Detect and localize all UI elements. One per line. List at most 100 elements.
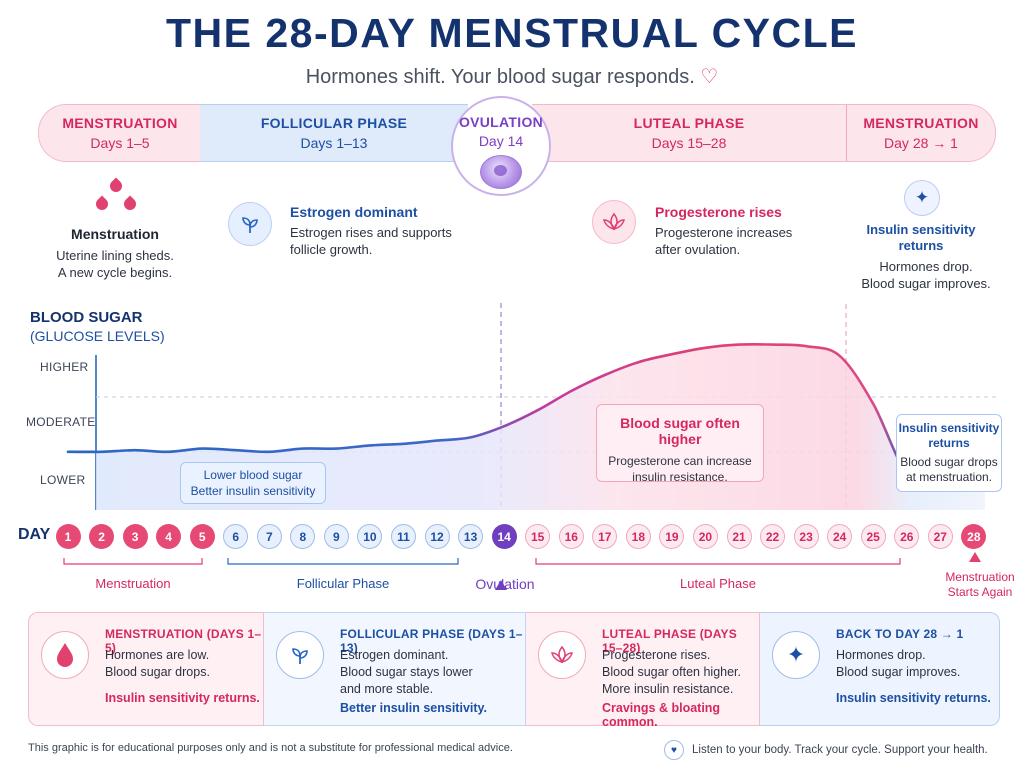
day-circle: 26: [894, 524, 920, 549]
day-circle: 28: [961, 524, 987, 549]
card-body: Hormones drop. Blood sugar improves.: [836, 647, 1008, 681]
bracket-line: [227, 558, 459, 565]
day-circle: 25: [860, 524, 886, 549]
card-line: Blood sugar often higher.: [602, 665, 741, 679]
data-point: [133, 448, 137, 452]
data-point: [402, 442, 406, 446]
day-circle: 1: [55, 524, 81, 549]
blood-drops-icon: [88, 177, 148, 216]
range-label-luteal: Luteal Phase: [680, 576, 756, 591]
day-circle: 11: [391, 524, 416, 549]
blood-sugar-subtitle: (GLUCOSE LEVELS): [30, 328, 165, 344]
note-line: Progesterone can increase: [608, 454, 752, 468]
note-insulin-returns: Insulin sensitivity returns Blood sugar d…: [896, 414, 1002, 492]
heart-icon: ♥: [664, 740, 684, 760]
day-circle: 24: [827, 524, 853, 549]
phase-days: Day 28 → 1: [884, 135, 958, 151]
lotus-icon: [538, 631, 586, 679]
day-circle: 14: [491, 524, 517, 549]
card-heading: MENSTRUATION (DAYS 1–5): [105, 627, 262, 655]
menstruation-text: Uterine lining sheds. A new cycle begins…: [40, 247, 190, 281]
data-point: [234, 448, 238, 452]
day-circle: 8: [290, 524, 316, 549]
estrogen-line: Estrogen rises and supports: [290, 225, 452, 240]
menstruation-line: Uterine lining sheds.: [56, 248, 174, 263]
card-footer: Insulin sensitivity returns.: [836, 691, 991, 705]
phase-badge-ovulation: OVULATION Day 14: [451, 96, 551, 196]
y-tick-moderate: MODERATE: [26, 415, 96, 429]
note-line: insulin resistance.: [632, 470, 728, 484]
day-circle: 2: [89, 524, 115, 549]
day-label: DAY: [18, 526, 51, 543]
lotus-icon: [592, 200, 636, 244]
estrogen-line: follicle growth.: [290, 242, 373, 257]
data-point: [670, 352, 674, 356]
phase-band-luteal: LUTEAL PHASE Days 15–28: [532, 104, 846, 162]
card-line: Blood sugar improves.: [836, 665, 961, 679]
day-circle: 6: [223, 524, 249, 549]
day-circle: 21: [726, 524, 752, 549]
phase-title: FOLLICULAR PHASE: [260, 115, 408, 131]
data-point: [569, 389, 573, 393]
range-label-follicular: Follicular Phase: [296, 576, 390, 591]
bracket-line: [63, 558, 203, 565]
data-point: [838, 354, 842, 358]
insulin-heading-line: returns: [898, 238, 944, 253]
ovulation-marker: [495, 580, 507, 590]
data-point: [435, 439, 439, 443]
bracket-menstruation: [63, 558, 203, 565]
phase-days: Day 14: [478, 133, 524, 149]
note-line: at menstruation.: [905, 470, 993, 484]
insulin-heading: Insulin sensitivity returns: [858, 222, 984, 254]
data-point: [502, 424, 506, 428]
sparkle-icon: ✦: [904, 180, 940, 216]
progesterone-heading: Progesterone rises: [655, 204, 782, 220]
card-line: and more stable.: [340, 682, 434, 696]
data-point: [737, 343, 741, 347]
card-body: Progesterone rises. Blood sugar often hi…: [602, 647, 774, 698]
sparkle-icon: ✦: [772, 631, 820, 679]
data-point: [301, 447, 305, 451]
bracket-follicular-days: [227, 558, 459, 565]
card-line: Hormones are low.: [105, 648, 210, 662]
note-lower-blood-sugar: Lower blood sugar Better insulin sensiti…: [180, 462, 326, 504]
card-follicular: FOLLICULAR PHASE (DAYS 1–13) Estrogen do…: [264, 612, 526, 726]
data-point: [703, 346, 707, 350]
menstruation-marker: [969, 552, 981, 562]
estrogen-heading: Estrogen dominant: [290, 204, 418, 220]
note-heading-line: Insulin sensitivity: [898, 421, 1000, 435]
range-label-ovulation: Ovulation: [475, 576, 535, 592]
day-circle: 10: [357, 524, 383, 549]
phase-days: Days 1–13: [300, 135, 368, 151]
note-heading-line: returns: [928, 436, 970, 450]
card-line: Blood sugar stays lower: [340, 665, 473, 679]
phase-band-menstruation-start: MENSTRUATION Days 1–5: [38, 104, 201, 162]
estrogen-text: Estrogen rises and supports follicle gro…: [290, 224, 470, 258]
day-circle: 15: [525, 524, 551, 549]
day-circle: 17: [592, 524, 618, 549]
phase-band-menstruation-end: MENSTRUATION Day 28 → 1: [846, 104, 996, 162]
range-label-menstruation-again: Menstruation Starts Again: [938, 570, 1022, 600]
card-body: Estrogen dominant. Blood sugar stays low…: [340, 647, 512, 698]
card-line: More insulin resistance.: [602, 682, 734, 696]
day-circle: 7: [256, 524, 282, 549]
data-point: [771, 343, 775, 347]
card-heading: BACK TO DAY 28 → 1: [836, 627, 964, 641]
day-circle: 27: [927, 524, 953, 549]
day-circle: 19: [659, 524, 685, 549]
day-circle: 18: [625, 524, 651, 549]
card-luteal: LUTEAL PHASE (DAYS 15–28) Progesterone r…: [526, 612, 760, 729]
phase-days: Days 1–5: [90, 135, 150, 151]
menstruation-heading: Menstruation: [71, 226, 159, 242]
note-line: Lower blood sugar: [203, 468, 303, 482]
card-back-to-day-one: ✦ BACK TO DAY 28 → 1 Hormones drop. Bloo…: [760, 612, 1000, 726]
card-footer: Cravings & bloating common.: [602, 701, 721, 729]
leaf-icon: [228, 202, 272, 246]
bracket-luteal-days: [535, 558, 901, 565]
progesterone-line: Progesterone increases: [655, 225, 793, 240]
range-label-menstruation: Menstruation: [95, 576, 171, 591]
day-circle: 5: [189, 524, 215, 549]
phase-title: MENSTRUATION: [863, 115, 979, 131]
card-line: Progesterone rises.: [602, 648, 711, 662]
day-circle: 16: [558, 524, 584, 549]
